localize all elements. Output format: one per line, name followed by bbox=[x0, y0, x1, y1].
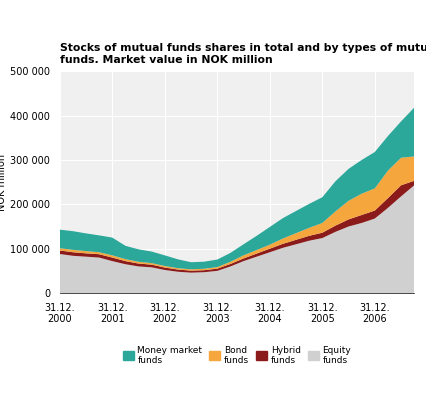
Y-axis label: NOK million: NOK million bbox=[0, 154, 7, 211]
Text: Stocks of mutual funds shares in total and by types of mutual
funds. Market valu: Stocks of mutual funds shares in total a… bbox=[60, 43, 426, 65]
Legend: Money market
funds, Bond
funds, Hybrid
funds, Equity
funds: Money market funds, Bond funds, Hybrid f… bbox=[119, 342, 354, 369]
